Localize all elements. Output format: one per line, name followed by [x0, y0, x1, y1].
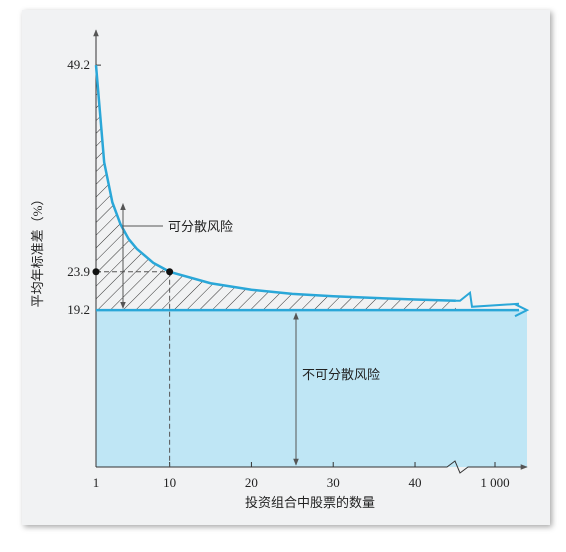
point: [92, 268, 100, 276]
y-tick-label: 19.2: [67, 302, 90, 317]
x-tick-label: 1 000: [480, 475, 509, 490]
x-axis: [96, 460, 528, 474]
x-axis-label: 投资组合中股票的数量: [245, 495, 375, 510]
hatch-area: [96, 65, 456, 311]
area-fill: [96, 310, 527, 467]
line: [94, 65, 456, 303]
floor-arrow: [514, 303, 530, 318]
annotation: 可分散风险: [168, 219, 233, 234]
plot: 1 10 20 30 40 1 000 19.2 23.9 49.2: [67, 29, 530, 490]
x-tick-label: 20: [245, 475, 258, 490]
y-tick-label: 23.9: [67, 264, 90, 279]
x-tick-label: 30: [327, 475, 340, 490]
point: [166, 268, 174, 276]
x-tick-label: 1: [93, 475, 100, 490]
annotation: 不可分散风险: [302, 367, 380, 382]
x-tick-label: 40: [409, 475, 422, 490]
x-tick-label: 10: [163, 475, 176, 490]
y-tick-label: 49.2: [67, 57, 90, 72]
y-axis-label: 平均年标准差（%）: [30, 193, 45, 308]
curve-continuation: [455, 290, 520, 308]
